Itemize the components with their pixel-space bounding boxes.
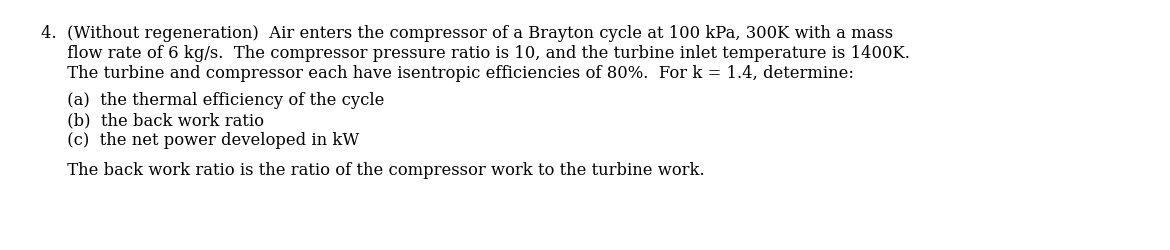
Text: (c)  the net power developed in kW: (c) the net power developed in kW xyxy=(41,132,359,149)
Text: The turbine and compressor each have isentropic efficiencies of 80%.  For k = 1.: The turbine and compressor each have ise… xyxy=(41,65,854,82)
Text: The back work ratio is the ratio of the compressor work to the turbine work.: The back work ratio is the ratio of the … xyxy=(41,162,704,179)
Text: (a)  the thermal efficiency of the cycle: (a) the thermal efficiency of the cycle xyxy=(41,92,384,109)
Text: flow rate of 6 kg/s.  The compressor pressure ratio is 10, and the turbine inlet: flow rate of 6 kg/s. The compressor pres… xyxy=(41,45,910,62)
Text: (b)  the back work ratio: (b) the back work ratio xyxy=(41,112,264,129)
Text: 4.  (Without regeneration)  Air enters the compressor of a Brayton cycle at 100 : 4. (Without regeneration) Air enters the… xyxy=(41,25,893,42)
